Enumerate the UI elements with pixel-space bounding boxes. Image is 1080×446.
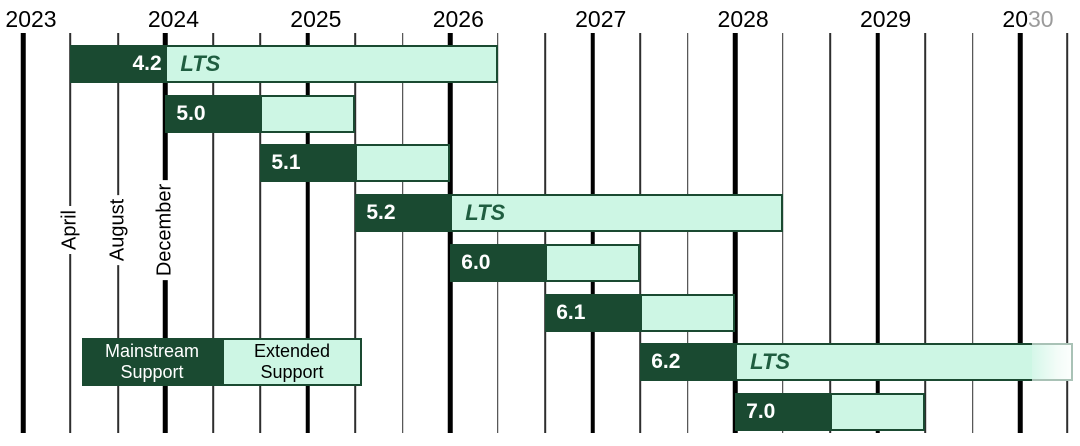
gridline-year <box>732 33 738 433</box>
mainstream-bar: 6.2 <box>640 343 736 382</box>
mainstream-bar: 5.2 <box>355 194 451 233</box>
extended-bar <box>830 392 926 431</box>
legend-mainstream-support: Mainstream Support <box>82 338 222 386</box>
version-label: 5.1 <box>271 151 301 175</box>
year-label-faded-text: 30 <box>1028 6 1054 32</box>
gridline-subyear <box>212 33 214 433</box>
gridline-year <box>1017 33 1023 433</box>
extended-bar-fadeout <box>1032 343 1073 382</box>
extended-bar <box>640 293 736 332</box>
gridline-subyear <box>259 33 262 433</box>
gridline-subyear <box>971 33 974 433</box>
year-label: 2024 <box>148 7 199 31</box>
mainstream-bar: 5.0 <box>165 94 261 133</box>
year-label: 2025 <box>290 7 341 31</box>
extended-bar: LTS <box>450 194 783 233</box>
lts-label: LTS <box>180 51 221 76</box>
year-label-text: 2029 <box>859 6 912 32</box>
extended-bar: LTS <box>735 343 1033 382</box>
gridline-subyear <box>829 33 831 433</box>
gridline-year <box>20 33 26 433</box>
year-label-text: 2023 <box>5 6 57 32</box>
version-label: 5.0 <box>176 101 206 125</box>
version-label: 6.1 <box>556 300 586 324</box>
mainstream-bar: 6.0 <box>450 243 546 282</box>
legend-extended-support: Extended Support <box>222 338 362 386</box>
version-label: 5.2 <box>366 201 396 225</box>
gridline-subyear <box>402 33 404 433</box>
extended-bar: LTS <box>165 45 498 83</box>
gridline-year <box>590 33 595 433</box>
month-label: August <box>104 194 132 266</box>
version-label: 4.2 <box>132 52 162 75</box>
extended-bar <box>545 243 641 282</box>
gridline-subyear <box>781 33 784 433</box>
year-label: 2023 <box>5 7 56 31</box>
gridline-year <box>305 33 311 433</box>
legend-mainstream-label: Mainstream Support <box>104 341 200 382</box>
extended-bar <box>355 144 451 183</box>
year-label: 2026 <box>433 7 484 31</box>
lts-label: LTS <box>750 349 791 375</box>
mainstream-bar: 5.1 <box>260 144 356 183</box>
year-label: 2027 <box>575 7 626 31</box>
month-label: April <box>56 205 84 255</box>
mainstream-bar: 7.0 <box>735 392 831 431</box>
extended-bar <box>260 94 356 133</box>
lts-label: LTS <box>465 200 506 226</box>
year-label-text: 20 <box>1002 6 1028 32</box>
mainstream-bar: 6.1 <box>545 293 641 332</box>
year-label: 2030 <box>1002 7 1053 31</box>
version-label: 6.0 <box>461 250 491 274</box>
year-label: 2029 <box>860 7 911 31</box>
gridline-subyear <box>496 33 499 433</box>
year-label-text: 2027 <box>575 6 627 32</box>
mainstream-bar: 4.2 <box>70 45 166 83</box>
year-label: 2028 <box>718 7 769 31</box>
gridline-year <box>875 33 880 433</box>
year-label-text: 2024 <box>147 6 200 32</box>
gridline-subyear <box>924 33 926 433</box>
version-label: 6.2 <box>651 350 681 374</box>
year-label-text: 2028 <box>717 6 769 32</box>
version-label: 7.0 <box>746 399 776 423</box>
gridline-subyear <box>354 33 357 433</box>
gridline-subyear <box>686 33 689 433</box>
year-label-text: 2025 <box>290 6 342 32</box>
gridline-year <box>448 33 453 433</box>
gridline-subyear <box>1066 33 1069 433</box>
gridline-subyear <box>544 33 547 433</box>
month-label: December <box>151 179 179 281</box>
legend-extended-label: Extended Support <box>253 341 331 382</box>
gridline-subyear <box>639 33 641 433</box>
year-label-text: 2026 <box>432 6 484 32</box>
